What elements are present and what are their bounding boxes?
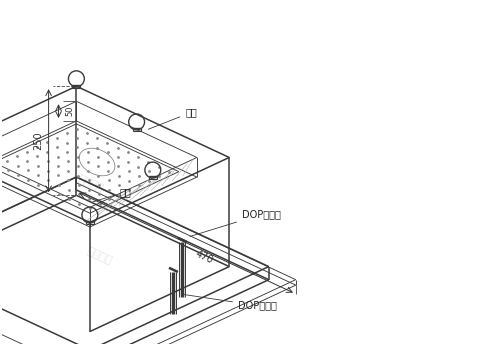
Text: 广州批渗: 广州批渗 xyxy=(76,174,105,194)
Text: 吊环: 吊环 xyxy=(93,187,131,202)
Text: DOP检测管: DOP检测管 xyxy=(181,294,277,310)
Text: 广州批渗: 广州批渗 xyxy=(85,246,113,266)
Text: 50: 50 xyxy=(66,106,74,116)
Text: 250: 250 xyxy=(34,131,44,150)
Text: 法兰: 法兰 xyxy=(148,107,197,129)
Text: DOP发尘管: DOP发尘管 xyxy=(190,209,281,236)
Text: 470: 470 xyxy=(194,249,215,266)
